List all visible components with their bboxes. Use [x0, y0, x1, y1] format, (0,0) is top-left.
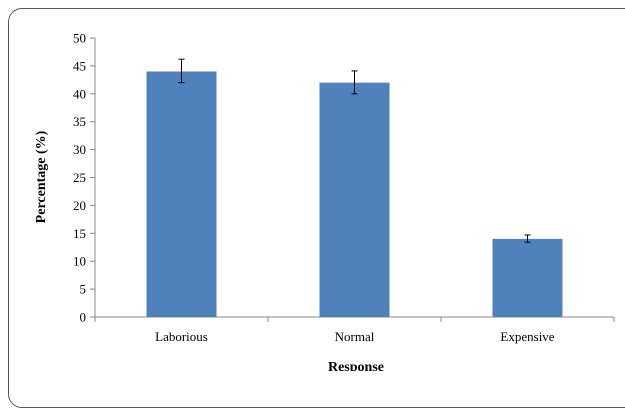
y-tick-label: 20 — [73, 198, 86, 213]
y-tick-label: 30 — [73, 142, 86, 157]
y-tick-label: 50 — [73, 31, 86, 46]
y-tick-label: 45 — [73, 58, 86, 73]
bar-laborious — [146, 71, 217, 317]
x-tick-label: Expensive — [500, 329, 554, 344]
y-tick-label: 15 — [73, 226, 86, 241]
bar-series — [146, 58, 563, 317]
y-tick-label: 25 — [73, 170, 86, 185]
bar-chart: 0 5 10 15 20 25 30 35 40 45 50 Laborious Normal Expe… — [34, 31, 615, 371]
y-tick-label: 5 — [80, 282, 87, 297]
y-axis: 0 5 10 15 20 25 30 35 40 45 50 — [73, 31, 96, 325]
bar-normal — [319, 82, 390, 317]
x-tick-label: Normal — [335, 329, 375, 344]
bar-expensive — [492, 238, 563, 317]
x-axis-title: Response — [328, 360, 384, 371]
y-tick-label: 40 — [73, 86, 86, 101]
y-tick-label: 35 — [73, 114, 86, 129]
y-axis-title: Percentage (%) — [34, 130, 49, 223]
chart-frame — [8, 8, 625, 408]
x-axis: Laborious Normal Expensive — [94, 316, 615, 344]
y-tick-label: 0 — [80, 310, 87, 325]
y-tick-label: 10 — [73, 254, 86, 269]
x-tick-label: Laborious — [155, 329, 208, 344]
